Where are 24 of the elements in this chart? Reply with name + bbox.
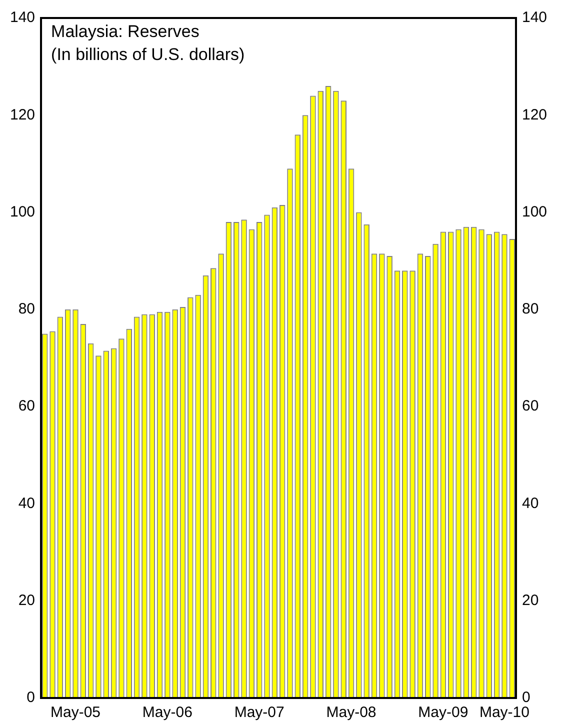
y2-tick-label: 100 bbox=[522, 203, 548, 220]
x-tick-label: May-05 bbox=[50, 704, 101, 722]
chart-title: Malaysia: Reserves bbox=[51, 22, 200, 42]
y-tick-label: 60 bbox=[18, 398, 36, 415]
y2-tick-label: 120 bbox=[522, 106, 548, 124]
y2-tick-label: 20 bbox=[522, 592, 539, 609]
x-tick-label: May-06 bbox=[142, 704, 192, 722]
x-tick-label: May-10 bbox=[479, 704, 530, 722]
x-tick-label: May-09 bbox=[418, 704, 468, 722]
y2-tick-label: 80 bbox=[522, 300, 539, 318]
text: (In billions of U.S. dollars) bbox=[51, 45, 245, 64]
y-tick-label: 140 bbox=[10, 9, 36, 26]
y-tick-label: 120 bbox=[10, 106, 36, 124]
y-tick-label: 20 bbox=[18, 592, 36, 609]
y2-tick-label: 40 bbox=[522, 494, 539, 512]
y-tick-label: 40 bbox=[18, 494, 36, 512]
x-tick-label: May-07 bbox=[234, 704, 284, 722]
y-tick-label: 0 bbox=[26, 689, 36, 706]
y2-tick-label: 0 bbox=[522, 689, 530, 706]
y2-tick-label: 140 bbox=[522, 9, 548, 26]
y-tick-label: 80 bbox=[18, 300, 36, 318]
y2-tick-label: 60 bbox=[522, 398, 539, 415]
y-tick-label: 100 bbox=[10, 203, 36, 220]
x-tick-label: May-08 bbox=[326, 704, 376, 722]
